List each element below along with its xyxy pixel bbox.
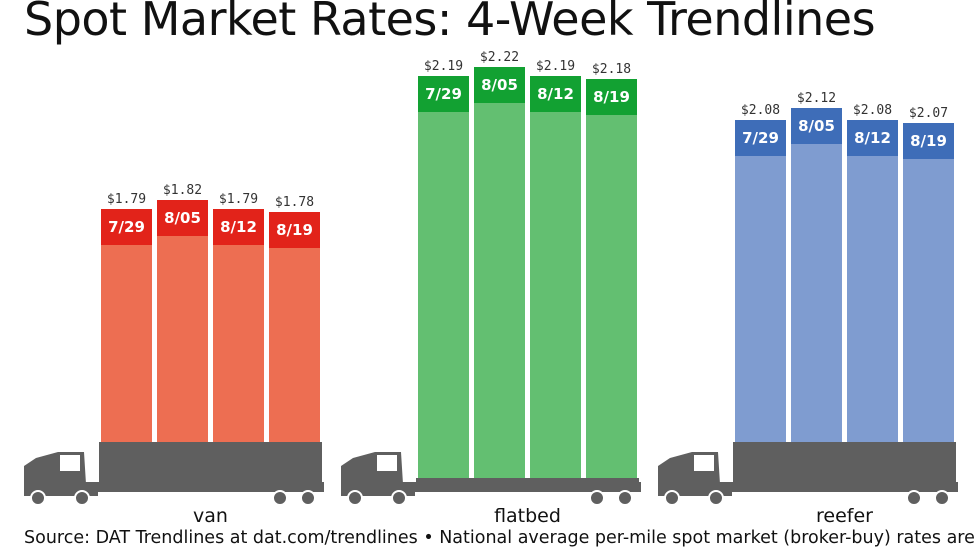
- truck-trailer: [733, 442, 956, 484]
- truck-wheel: [708, 490, 724, 506]
- bar-date-band: [101, 209, 152, 245]
- truck-window: [694, 455, 714, 471]
- bar-date-band: [269, 212, 320, 248]
- series-label-flatbed: flatbed: [494, 505, 561, 527]
- truck-wheel: [589, 490, 605, 506]
- bar-date-band: [474, 67, 525, 103]
- series-label-reefer: reefer: [816, 505, 873, 527]
- truck-wheel: [30, 490, 46, 506]
- bar-date-label: 8/05: [798, 117, 835, 135]
- bar-reefer-1: [791, 108, 842, 442]
- bar-value-label: $1.79: [219, 192, 258, 207]
- bar-date-band: [735, 120, 786, 156]
- bar-value-label: $2.08: [853, 103, 892, 118]
- bar-flatbed-1: [474, 67, 525, 478]
- bar-van-3: [269, 212, 320, 442]
- truck-wheel: [272, 490, 288, 506]
- bar-flatbed-0: [418, 76, 469, 478]
- truck-icon: [341, 452, 641, 506]
- bar-date-label: 7/29: [108, 218, 145, 236]
- truck-trailer: [99, 442, 322, 484]
- bar-date-band: [418, 76, 469, 112]
- bar-value-label: $2.07: [909, 106, 948, 121]
- bar-date-label: 8/05: [481, 76, 518, 94]
- bar-flatbed-3: [586, 79, 637, 478]
- bar-flatbed-2: [530, 76, 581, 478]
- bar-value-label: $2.08: [741, 103, 780, 118]
- truck-trailer: [416, 478, 639, 484]
- truck-icon: [658, 442, 958, 506]
- bar-value-label: $2.19: [536, 59, 575, 74]
- truck-window: [60, 455, 80, 471]
- bar-date-label: 7/29: [425, 85, 462, 103]
- bar-value-label: $2.19: [424, 59, 463, 74]
- bar-date-label: 8/19: [910, 132, 947, 150]
- truck-chassis: [84, 482, 324, 492]
- bars-layer: [101, 67, 954, 478]
- chart-source-note: Source: DAT Trendlines at dat.com/trendl…: [24, 528, 975, 548]
- bar-van-1: [157, 200, 208, 442]
- bar-value-label: $2.22: [480, 50, 519, 65]
- bar-reefer-0: [735, 120, 786, 442]
- bar-value-label: $2.18: [592, 62, 631, 77]
- truck-wheel: [74, 490, 90, 506]
- labels-layer: 7/29 $1.79 8/05 $1.82 8/12 $1.79 8/19 $1.78 van 7…: [107, 50, 948, 527]
- chart-title: Spot Market Rates: 4-Week Trendlines: [24, 0, 876, 46]
- bar-date-band: [586, 79, 637, 115]
- bar-van-2: [213, 209, 264, 442]
- bar-value-label: $1.78: [275, 195, 314, 210]
- bar-date-label: 8/05: [164, 209, 201, 227]
- truck-wheel: [934, 490, 950, 506]
- truck-chassis: [718, 482, 958, 492]
- bar-date-band: [530, 76, 581, 112]
- bar-date-band: [847, 120, 898, 156]
- truck-wheel: [664, 490, 680, 506]
- truck-wheel: [906, 490, 922, 506]
- bar-van-0: [101, 209, 152, 442]
- bar-reefer-3: [903, 123, 954, 442]
- bar-date-band: [791, 108, 842, 144]
- bar-date-band: [903, 123, 954, 159]
- bar-reefer-2: [847, 120, 898, 442]
- bar-date-label: 8/19: [593, 88, 630, 106]
- bar-date-label: 8/12: [537, 85, 574, 103]
- bar-date-band: [213, 209, 264, 245]
- truck-wheel: [391, 490, 407, 506]
- bar-value-label: $1.79: [107, 192, 146, 207]
- bar-date-band: [157, 200, 208, 236]
- bar-value-label: $1.82: [163, 183, 202, 198]
- bar-value-label: $2.12: [797, 91, 836, 106]
- bar-date-label: 7/29: [742, 129, 779, 147]
- trucks-layer: [24, 442, 958, 506]
- truck-chassis: [401, 482, 641, 492]
- bar-date-label: 8/19: [276, 221, 313, 239]
- truck-wheel: [347, 490, 363, 506]
- series-label-van: van: [193, 505, 228, 527]
- bar-date-label: 8/12: [854, 129, 891, 147]
- truck-icon: [24, 442, 324, 506]
- truck-window: [377, 455, 397, 471]
- truck-wheel: [300, 490, 316, 506]
- truck-wheel: [617, 490, 633, 506]
- bar-date-label: 8/12: [220, 218, 257, 236]
